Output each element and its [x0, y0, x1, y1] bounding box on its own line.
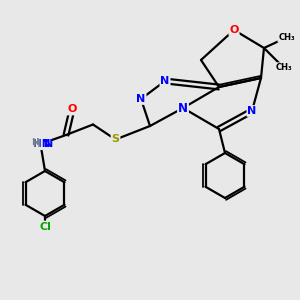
Text: S: S	[112, 134, 119, 145]
Text: N: N	[160, 76, 169, 86]
Text: O: O	[67, 104, 77, 115]
Text: H: H	[31, 138, 39, 147]
Text: Cl: Cl	[39, 221, 51, 232]
Text: CH₃: CH₃	[278, 33, 295, 42]
Text: HN: HN	[33, 139, 51, 149]
Text: N: N	[136, 94, 146, 104]
Text: O: O	[229, 25, 239, 35]
Text: N: N	[44, 139, 53, 149]
Text: N: N	[178, 101, 188, 115]
Text: CH₃: CH₃	[275, 63, 292, 72]
Text: H: H	[32, 139, 40, 149]
Text: N: N	[248, 106, 256, 116]
